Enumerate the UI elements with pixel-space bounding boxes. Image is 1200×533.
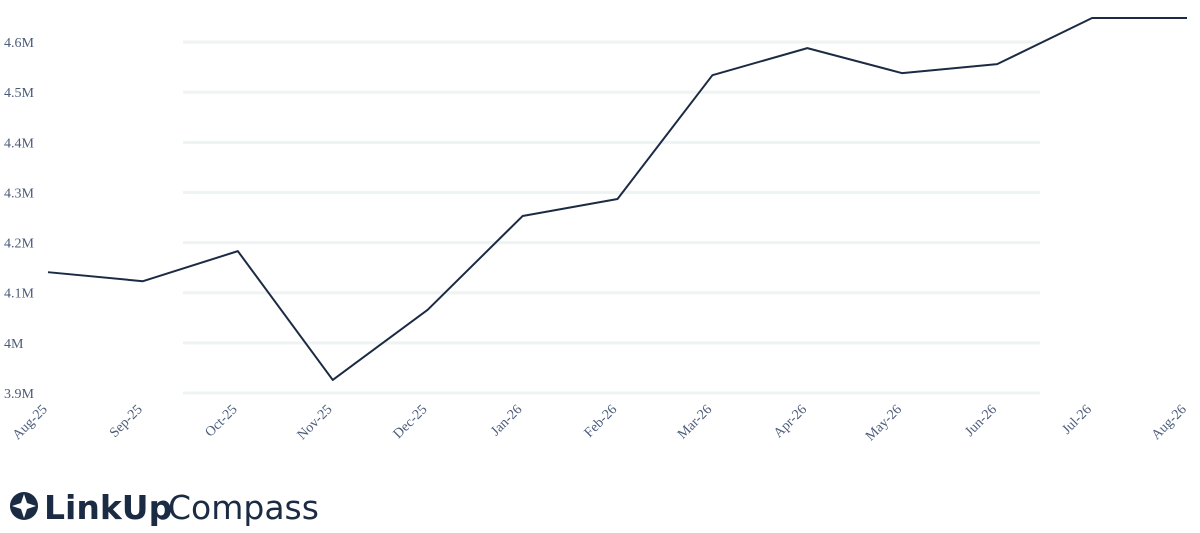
x-tick-label: Aug-25 xyxy=(10,402,51,443)
y-tick-label: 3.9M xyxy=(4,387,35,402)
logo: LinkUp Compass xyxy=(10,488,319,527)
logo-product: Compass xyxy=(168,488,319,527)
y-tick-label: 4.3M xyxy=(4,186,35,201)
x-tick-label: Feb-26 xyxy=(582,402,621,441)
x-tick-label: Oct-25 xyxy=(203,402,241,440)
x-tick-label: Sep-25 xyxy=(107,402,146,441)
logo-star xyxy=(12,494,36,518)
x-tick-label: Jul-26 xyxy=(1060,402,1095,437)
x-tick-label: Dec-25 xyxy=(391,402,431,442)
x-tick-label: Nov-25 xyxy=(295,402,336,443)
x-tick-label: Jan-26 xyxy=(488,402,525,439)
y-tick-label: 4M xyxy=(4,337,24,352)
y-tick-label: 4.6M xyxy=(4,36,35,51)
y-tick-label: 4.2M xyxy=(4,237,35,252)
x-tick-label: Mar-26 xyxy=(675,402,715,442)
line xyxy=(47,17,1187,381)
logo-brand: LinkUp xyxy=(44,488,172,527)
x-tick-label: Aug-26 xyxy=(1149,402,1190,443)
y-tick-label: 4.5M xyxy=(4,86,35,101)
y-tick-label: 4.1M xyxy=(4,287,35,302)
y-tick-label: 4.4M xyxy=(4,136,35,151)
x-tick-label: Apr-26 xyxy=(771,402,810,441)
x-tick-label: May-26 xyxy=(863,402,905,444)
x-tick-label: Jun-26 xyxy=(962,402,1000,440)
